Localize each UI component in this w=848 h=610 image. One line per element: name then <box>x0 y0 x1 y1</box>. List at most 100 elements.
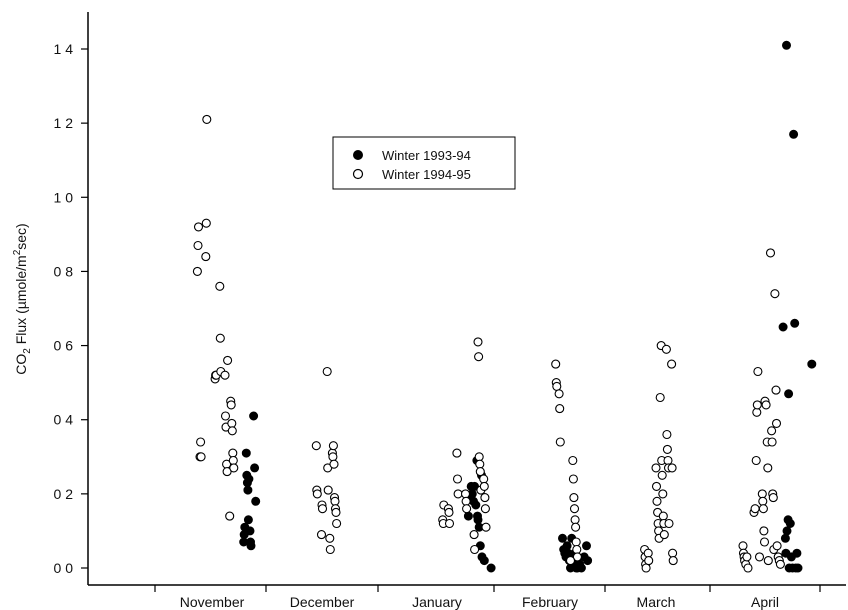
point-winter-1994-95 <box>652 496 662 506</box>
point-winter-1994-95 <box>763 463 773 473</box>
point-winter-1994-95 <box>555 437 565 447</box>
point-winter-1994-95 <box>480 504 490 514</box>
point-winter-1994-95 <box>311 441 321 451</box>
legend: Winter 1993-94 Winter 1994-95 <box>332 136 516 190</box>
point-winter-1994-95 <box>227 418 237 428</box>
point-winter-1994-95 <box>667 359 677 369</box>
point-winter-1994-95 <box>668 556 678 566</box>
point-winter-1994-95 <box>743 563 753 573</box>
point-winter-1994-95 <box>329 459 339 469</box>
point-winter-1993-94 <box>243 515 253 525</box>
point-winter-1994-95 <box>571 522 581 532</box>
point-winter-1993-94 <box>582 541 591 551</box>
point-winter-1994-95 <box>312 489 322 499</box>
point-winter-1994-95 <box>662 444 672 454</box>
point-winter-1994-95 <box>462 504 472 514</box>
month-label-march: March <box>637 594 676 610</box>
point-winter-1994-95 <box>753 366 763 377</box>
point-winter-1994-95 <box>322 366 332 377</box>
point-winter-1994-95 <box>771 385 781 395</box>
point-winter-1994-95 <box>555 404 565 414</box>
point-winter-1993-94 <box>250 463 260 473</box>
point-winter-1994-95 <box>641 563 651 573</box>
point-winter-1993-94 <box>249 411 259 421</box>
point-winter-1994-95 <box>325 544 335 555</box>
point-winter-1993-94 <box>784 389 794 399</box>
point-winter-1993-94 <box>245 526 255 536</box>
point-winter-1994-95 <box>661 344 671 354</box>
point-winter-1994-95 <box>570 515 580 525</box>
point-winter-1994-95 <box>228 455 238 466</box>
point-winter-1994-95 <box>479 481 489 491</box>
point-winter-1994-95 <box>223 355 233 365</box>
point-winter-1994-95 <box>222 467 232 477</box>
point-winter-1994-95 <box>461 496 471 506</box>
point-winter-1994-95 <box>551 359 561 369</box>
point-winter-1993-94 <box>807 359 817 369</box>
point-winter-1994-95 <box>470 544 480 555</box>
point-winter-1993-94 <box>780 533 790 543</box>
point-winter-1994-95 <box>192 266 202 276</box>
point-winter-1993-94 <box>246 541 256 551</box>
point-winter-1993-94 <box>473 515 483 525</box>
point-winter-1994-95 <box>659 530 669 540</box>
point-winter-1994-95 <box>325 533 335 543</box>
month-label-november: November <box>180 594 245 610</box>
month-label-december: December <box>290 594 355 610</box>
point-winter-1994-95 <box>215 333 225 343</box>
point-winter-1994-95 <box>572 552 582 562</box>
plot-area <box>87 12 846 586</box>
point-winter-1993-94 <box>241 448 251 458</box>
point-winter-1994-95 <box>565 556 576 566</box>
point-winter-1994-95 <box>775 559 785 569</box>
point-winter-1994-95 <box>202 114 212 124</box>
point-winter-1994-95 <box>759 526 769 536</box>
point-winter-1994-95 <box>452 448 462 458</box>
point-winter-1994-95 <box>444 507 454 517</box>
point-winter-1994-95 <box>474 352 484 362</box>
point-winter-1994-95 <box>444 518 455 529</box>
point-winter-1993-94 <box>243 485 253 495</box>
point-winter-1993-94 <box>463 511 473 521</box>
point-winter-1993-94 <box>789 129 799 139</box>
point-winter-1994-95 <box>768 493 778 503</box>
point-winter-1994-95 <box>643 548 653 558</box>
y-axis-ticks: 0 0 0 2 0 4 0 6 0 8 1 0 1 2 1 4 <box>54 41 88 576</box>
point-winter-1994-95 <box>750 504 760 514</box>
point-winter-1994-95 <box>571 537 581 547</box>
point-winter-1994-95 <box>193 222 204 232</box>
point-winter-1994-95 <box>332 518 342 529</box>
point-winter-1993-94 <box>471 500 481 510</box>
point-winter-1994-95 <box>668 548 678 558</box>
point-winter-1994-95 <box>452 474 463 484</box>
point-winter-1993-94 <box>583 556 593 566</box>
point-winter-1994-95 <box>568 474 578 484</box>
x-axis-month-labels: November December January February March Apri… <box>180 594 779 610</box>
point-winter-1994-95 <box>316 530 327 540</box>
point-winter-1993-94 <box>785 519 795 528</box>
data-points <box>192 40 817 573</box>
point-winter-1993-94 <box>562 541 572 551</box>
point-winter-1993-94 <box>792 548 802 558</box>
y-tick-label: 0 2 <box>54 486 74 502</box>
point-winter-1994-95 <box>220 370 230 380</box>
legend-marker-filled <box>353 150 363 160</box>
point-winter-1994-95 <box>554 389 564 399</box>
point-winter-1994-95 <box>651 481 662 491</box>
y-tick-label: 0 4 <box>54 412 74 428</box>
point-winter-1993-94 <box>782 40 791 50</box>
point-winter-1994-95 <box>193 240 203 251</box>
point-winter-1994-95 <box>229 463 239 473</box>
point-winter-1994-95 <box>215 281 225 291</box>
point-winter-1994-95 <box>469 530 479 540</box>
point-winter-1994-95 <box>667 463 677 473</box>
point-winter-1994-95 <box>473 337 483 347</box>
point-winter-1994-95 <box>761 400 771 410</box>
point-winter-1994-95 <box>771 418 782 428</box>
point-winter-1994-95 <box>765 248 776 258</box>
point-winter-1994-95 <box>569 493 579 503</box>
point-winter-1993-94 <box>251 496 261 506</box>
y-tick-label: 0 0 <box>54 560 74 576</box>
point-winter-1994-95 <box>655 392 665 403</box>
